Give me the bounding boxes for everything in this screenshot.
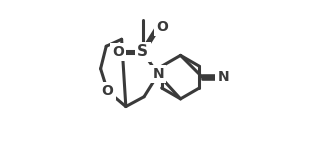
Text: O: O (112, 45, 124, 59)
Text: O: O (157, 20, 168, 34)
Text: N: N (217, 70, 229, 84)
Text: S: S (137, 44, 148, 59)
Text: O: O (102, 84, 114, 98)
Text: N: N (152, 67, 164, 81)
